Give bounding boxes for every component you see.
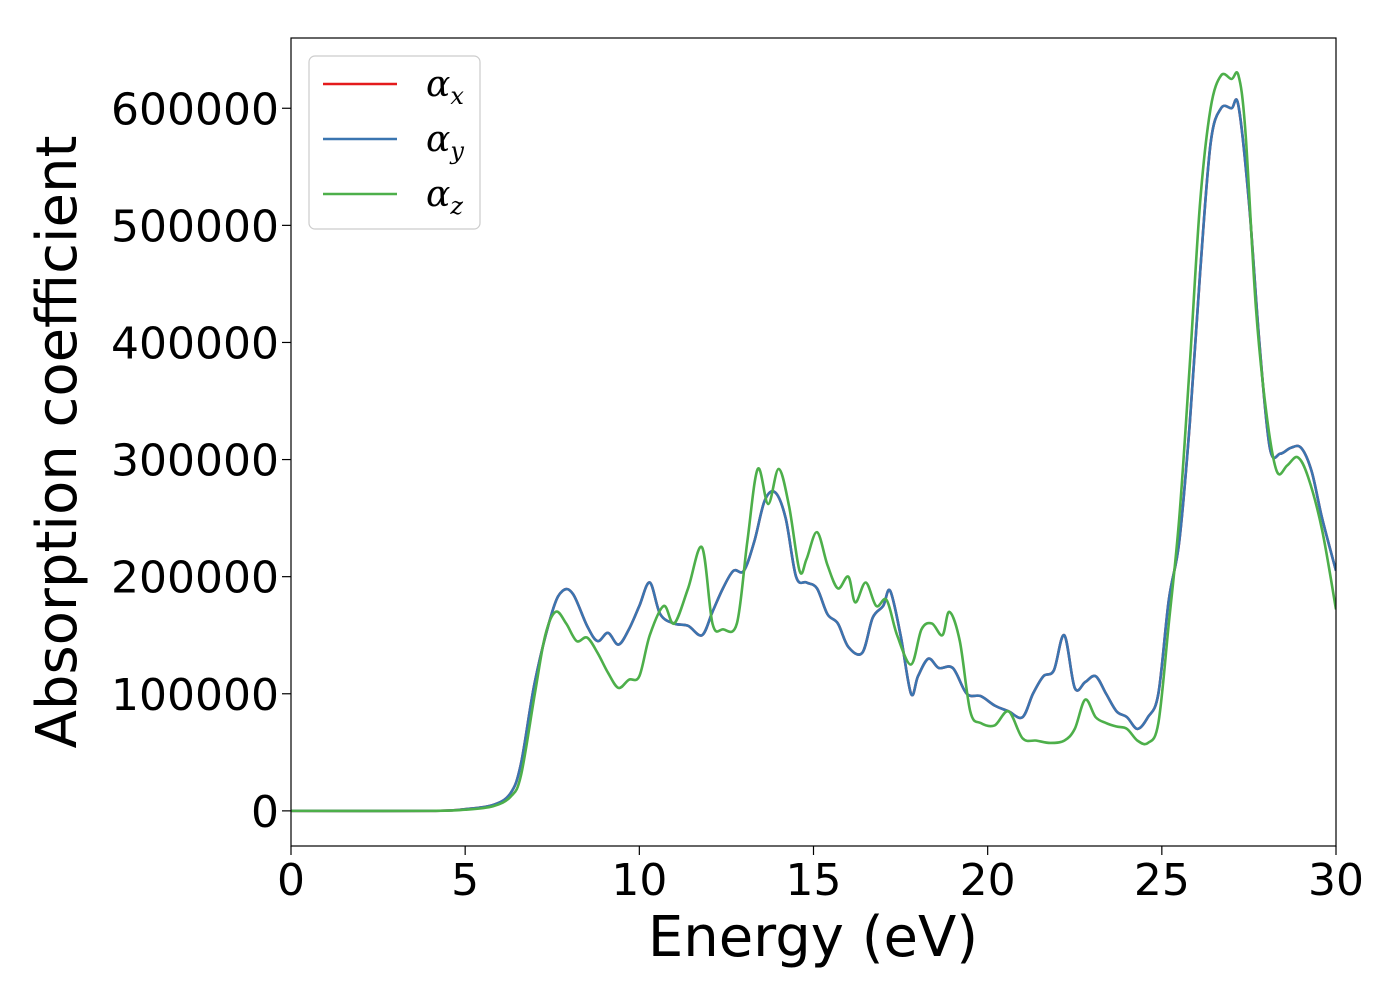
y-axis: 0 100000 200000 300000 400000 500000 600000 <box>111 84 291 838</box>
x-tick-label: 10 <box>611 855 667 906</box>
x-tick-label: 20 <box>960 855 1016 906</box>
x-tick-label: 25 <box>1134 855 1190 906</box>
y-tick-label: 0 <box>251 787 279 838</box>
y-tick-label: 400000 <box>111 318 279 369</box>
y-axis-label: Absorption coefficient <box>25 136 90 749</box>
x-tick-label: 0 <box>277 855 305 906</box>
y-tick-label: 100000 <box>111 670 279 721</box>
x-tick-label: 15 <box>786 855 842 906</box>
x-axis-label: Energy (eV) <box>648 905 978 970</box>
x-axis: 0 5 10 15 20 25 30 <box>277 846 1364 906</box>
y-tick-label: 200000 <box>111 553 279 604</box>
y-tick-label: 600000 <box>111 84 279 135</box>
x-tick-label: 5 <box>451 855 479 906</box>
x-tick-label: 30 <box>1308 855 1364 906</box>
y-tick-label: 300000 <box>111 436 279 487</box>
series-line-z <box>291 71 1336 813</box>
legend-label-z: αz <box>426 174 463 220</box>
legend-label-y: αy <box>426 119 464 165</box>
series-line-y <box>291 98 1336 813</box>
series-layer <box>291 71 1336 813</box>
legend-label-x: αx <box>426 64 464 110</box>
legend: αx αy αz <box>308 55 481 230</box>
legend-frame <box>308 55 481 230</box>
y-tick-label: 500000 <box>111 201 279 252</box>
